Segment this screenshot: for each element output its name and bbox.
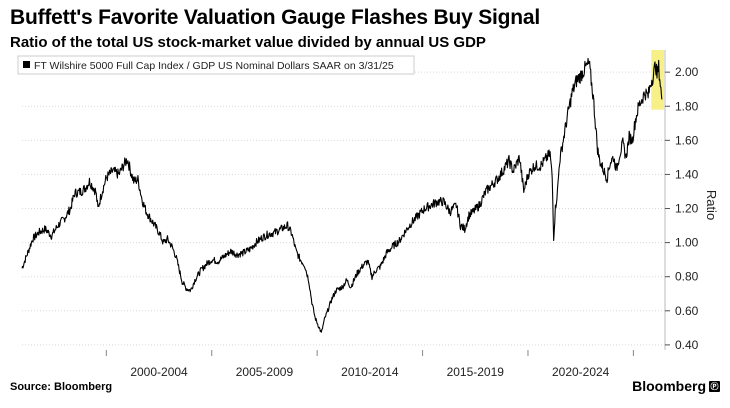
y-tick-label: 1.80 (675, 99, 699, 113)
y-tick-label: 0.40 (675, 338, 699, 352)
x-axis-ticks: 2000-2004 2005-2009 2010-2014 2015-2019 2020… (105, 350, 634, 379)
source-note: Source: Bloomberg (10, 381, 113, 393)
series-line (21, 57, 663, 333)
y-tick-label: 1.00 (675, 236, 699, 250)
brand-name: Bloomberg (632, 378, 706, 394)
brand-mark-icon: Ⓟ (709, 380, 720, 392)
y-tick-label: 0.60 (675, 304, 699, 318)
legend-box (17, 55, 415, 75)
x-tick-label: 2000-2004 (130, 365, 188, 379)
y-tick-label: 1.40 (675, 167, 699, 181)
x-tick-label: 2010-2014 (341, 365, 399, 379)
legend-label: FT Wilshire 5000 Full Cap Index / GDP US… (34, 60, 394, 72)
grid-lines (22, 50, 669, 350)
x-tick-label: 2015-2019 (447, 365, 505, 379)
bloomberg-logo: Bloomberg Ⓟ (632, 378, 720, 394)
chart-title: Buffett's Favorite Valuation Gauge Flash… (10, 6, 541, 29)
x-tick-label: 2020-2024 (552, 365, 610, 379)
y-axis-label: Ratio (704, 190, 719, 220)
y-tick-label: 0.80 (675, 270, 699, 284)
legend: FT Wilshire 5000 Full Cap Index / GDP US… (17, 55, 415, 75)
y-tick-label: 1.60 (675, 133, 699, 147)
chart-subtitle: Ratio of the total US stock-market value… (10, 34, 486, 51)
x-tick-label: 2005-2009 (236, 365, 294, 379)
legend-swatch (23, 61, 30, 68)
y-tick-label: 2.00 (675, 65, 699, 79)
y-tick-label: 1.20 (675, 202, 699, 216)
y-axis-ticks: 0.40 0.60 0.80 1.00 1.20 1.40 1.60 1.80 2.00 (665, 65, 699, 352)
